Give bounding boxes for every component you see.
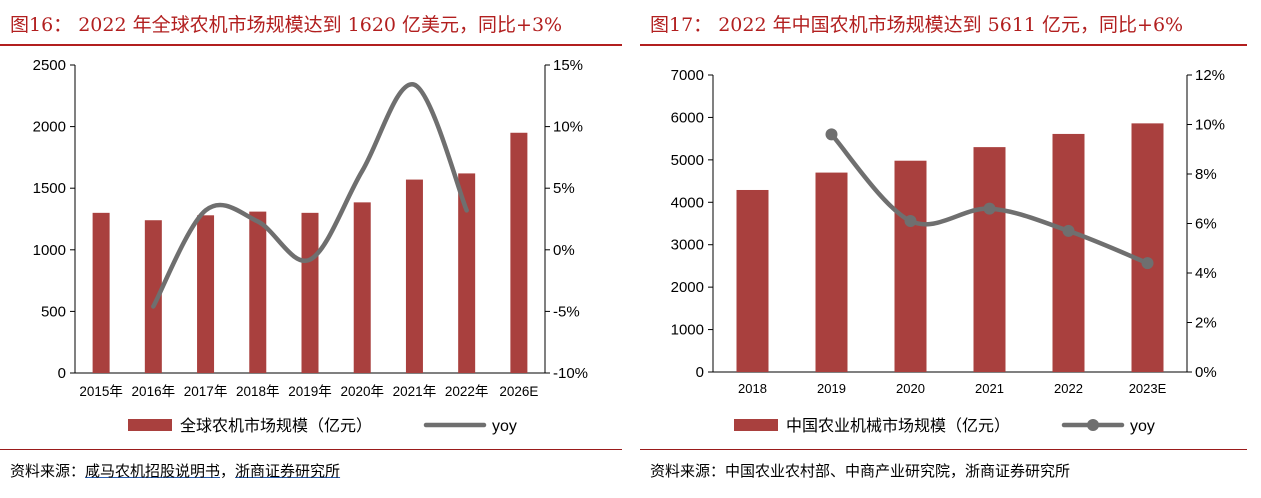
bar xyxy=(458,173,476,373)
y-tick-label-left: 0 xyxy=(696,364,704,381)
y-tick-label-right: -5% xyxy=(553,303,580,320)
y-tick-label-right: 0% xyxy=(553,242,575,259)
bar xyxy=(405,179,423,373)
x-tick-label: 2026E xyxy=(499,384,538,399)
y-tick-label-right: 10% xyxy=(1195,117,1225,134)
y-tick-label-left: 3000 xyxy=(671,237,704,254)
source-note: 资料来源：咸马农机招股说明书，浙商证券研究所 xyxy=(10,460,340,481)
y-tick-label-right: 2% xyxy=(1195,315,1217,332)
china-market-chart: 0 1000 2000 3000 4000 5000 6000 7000 0% 2% 4% 6% 8% 1… xyxy=(671,67,1225,435)
yoy-line xyxy=(151,82,469,309)
source-label: 资料来源： xyxy=(10,462,86,480)
x-tick-label: 2023E xyxy=(1129,381,1167,396)
source-text: 中国农业农村部、中商产业研究院，浙商证券研究所 xyxy=(725,462,1071,480)
y-tick-label-right: 10% xyxy=(553,119,583,136)
bar xyxy=(301,212,319,373)
x-tick-label: 2018年 xyxy=(236,384,280,399)
x-tick-label: 2019 xyxy=(817,381,846,396)
bar xyxy=(249,211,267,373)
bar xyxy=(815,172,848,372)
yoy-marker xyxy=(1141,257,1154,270)
source-link-research[interactable]: 浙商证券研究所 xyxy=(235,462,341,480)
y-tick-label-left: 2000 xyxy=(33,119,66,136)
bar xyxy=(1131,123,1164,373)
y-tick-label-left: 0 xyxy=(58,365,66,382)
yoy-marker xyxy=(904,215,917,228)
source-link-prospectus[interactable]: 咸马农机招股说明书 xyxy=(85,462,221,480)
y-tick-label-right: -10% xyxy=(553,365,588,382)
x-tick-label: 2021 xyxy=(975,381,1004,396)
chart-panel-china: 图17： 2022 年中国农机市场规模达到 5611 亿元，同比+6% 0 100… xyxy=(640,0,1261,498)
bar xyxy=(144,220,162,373)
x-tick-label: 2020年 xyxy=(340,384,384,399)
legend-label-line: yoy xyxy=(492,418,517,435)
y-tick-label-right: 5% xyxy=(553,180,575,197)
y-tick-label-right: 12% xyxy=(1195,67,1225,84)
y-tick-label-left: 1500 xyxy=(33,180,66,197)
source-divider xyxy=(640,449,1247,450)
legend-swatch-bar xyxy=(734,419,778,431)
x-tick-label: 2022年 xyxy=(445,384,489,399)
bar xyxy=(510,132,528,373)
chart-title: 图16： 2022 年全球农机市场规模达到 1620 亿美元，同比+3% xyxy=(10,14,563,36)
y-tick-label-right: 4% xyxy=(1195,265,1217,282)
y-tick-label-left: 2500 xyxy=(33,57,66,74)
y-tick-label-left: 5000 xyxy=(671,152,704,169)
title-divider xyxy=(640,44,1247,46)
x-tick-label: 2022 xyxy=(1054,381,1083,396)
global-market-chart: 0 500 1000 1500 2000 2500 -10% -5% 0% 5% 10% 15% 201… xyxy=(33,57,588,435)
x-tick-label: 2021年 xyxy=(393,384,437,399)
legend-marker xyxy=(1087,419,1099,431)
source-divider xyxy=(0,449,622,450)
yoy-marker xyxy=(983,202,996,215)
title-divider xyxy=(0,44,622,46)
chart-panel-global: 图16： 2022 年全球农机市场规模达到 1620 亿美元，同比+3% 0 50… xyxy=(0,0,622,498)
bar xyxy=(1052,133,1085,372)
y-tick-label-right: 15% xyxy=(553,57,583,74)
y-tick-label-left: 1000 xyxy=(671,322,704,339)
y-tick-label-left: 4000 xyxy=(671,194,704,211)
x-tick-label: 2020 xyxy=(896,381,925,396)
yoy-marker xyxy=(1062,224,1075,237)
source-separator: ， xyxy=(220,462,236,480)
bar xyxy=(894,160,927,372)
bar xyxy=(736,189,769,372)
y-tick-label-right: 8% xyxy=(1195,166,1217,183)
chart-title: 图17： 2022 年中国农机市场规模达到 5611 亿元，同比+6% xyxy=(650,14,1184,36)
y-tick-label-left: 500 xyxy=(41,303,66,320)
x-tick-label: 2019年 xyxy=(288,384,332,399)
x-tick-label: 2018 xyxy=(738,381,767,396)
y-tick-label-right: 0% xyxy=(1195,364,1217,381)
source-label: 资料来源： xyxy=(650,462,726,480)
x-tick-label: 2017年 xyxy=(184,384,228,399)
legend-label-line: yoy xyxy=(1130,418,1155,435)
x-tick-label: 2015年 xyxy=(79,384,123,399)
bar xyxy=(973,147,1006,372)
bar xyxy=(353,202,371,373)
bar xyxy=(197,215,215,373)
y-tick-label-left: 7000 xyxy=(671,67,704,84)
source-note: 资料来源：中国农业农村部、中商产业研究院，浙商证券研究所 xyxy=(650,460,1070,481)
legend-label-bar: 中国农业机械市场规模（亿元） xyxy=(786,417,1010,435)
x-tick-label: 2016年 xyxy=(132,384,176,399)
y-tick-label-left: 1000 xyxy=(33,242,66,259)
bar xyxy=(92,212,110,373)
y-tick-label-right: 6% xyxy=(1195,216,1217,233)
yoy-marker xyxy=(825,128,838,141)
y-tick-label-left: 2000 xyxy=(671,279,704,296)
legend-label-bar: 全球农机市场规模（亿元） xyxy=(180,417,372,435)
legend-swatch-bar xyxy=(128,419,172,431)
y-tick-label-left: 6000 xyxy=(671,109,704,126)
